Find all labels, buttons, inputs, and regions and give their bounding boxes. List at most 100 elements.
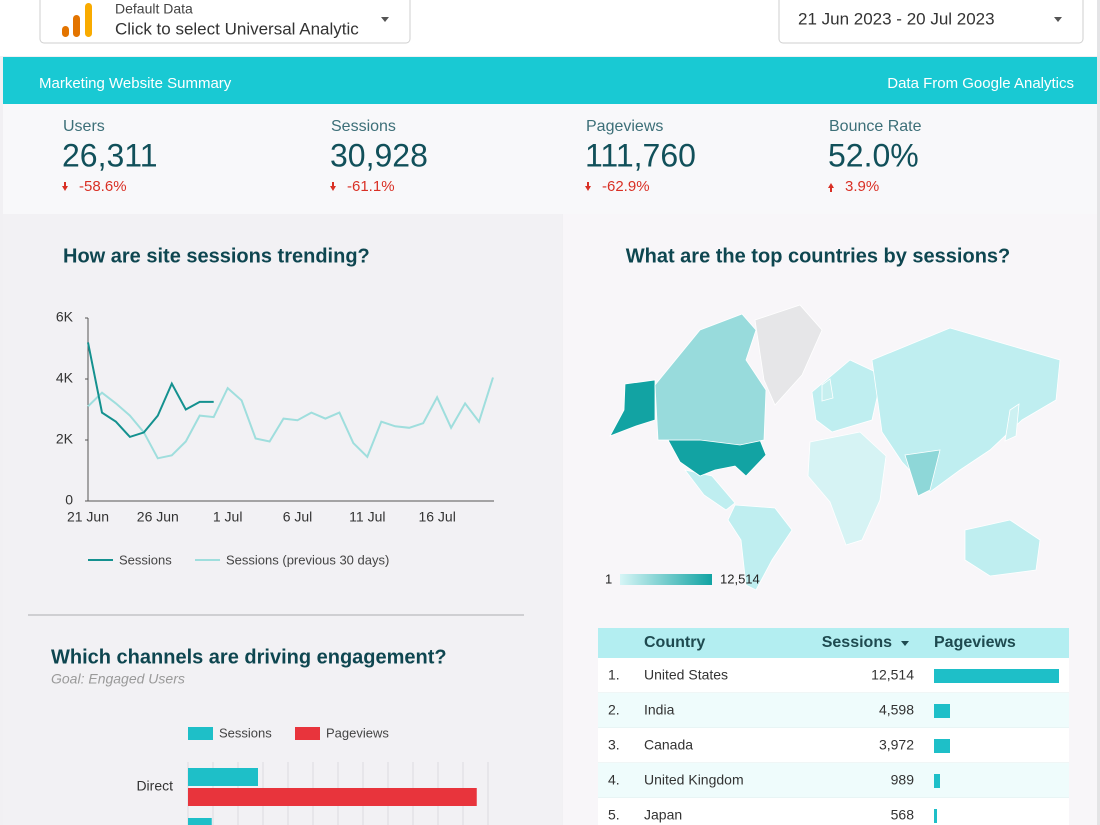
line xyxy=(87,342,214,439)
pageviews-bar xyxy=(934,669,1059,683)
banner xyxy=(3,57,1097,104)
color-scale xyxy=(620,574,712,585)
kpi-label: Sessions xyxy=(331,118,396,135)
land xyxy=(964,519,1041,577)
bar xyxy=(188,768,258,786)
legend-swatch xyxy=(295,727,320,740)
dropdown-caret xyxy=(1054,17,1062,22)
banner-title: Marketing Website Summary xyxy=(39,75,232,92)
y-tick-label: 2K xyxy=(56,431,74,447)
sessions: 12,514 xyxy=(871,667,914,683)
country xyxy=(609,379,656,437)
country: India xyxy=(644,702,675,718)
kpi-arrow xyxy=(330,182,336,191)
land xyxy=(811,359,883,433)
pageviews-bar xyxy=(934,704,950,718)
kpi-value: 52.0% xyxy=(828,137,919,173)
y-tick-label: Direct xyxy=(136,778,173,794)
map-regions xyxy=(609,313,1020,497)
rank: 5. xyxy=(608,807,620,823)
country xyxy=(904,449,941,497)
country: Canada xyxy=(644,737,693,753)
x-tick-label: 11 Jul xyxy=(349,509,385,525)
rank: 1. xyxy=(608,667,620,683)
column-header[interactable]: Country xyxy=(644,634,705,651)
scale-min: 1 xyxy=(605,571,612,586)
kpi-panel xyxy=(3,104,1097,214)
dropdown-caret xyxy=(381,17,389,22)
chart-title: How are site sessions trending? xyxy=(63,245,370,267)
kpi-arrow xyxy=(828,183,834,192)
chart-title: What are the top countries by sessions? xyxy=(626,245,1011,267)
legend-label: Sessions xyxy=(119,552,172,567)
kpi-value: 111,760 xyxy=(585,137,696,173)
kpi-arrow xyxy=(585,182,591,191)
kpi-change: -61.1% xyxy=(347,178,395,195)
country: United States xyxy=(644,667,728,683)
data-source-selector[interactable] xyxy=(39,0,411,44)
column-header[interactable]: Sessions xyxy=(822,634,892,651)
date-range-selector[interactable] xyxy=(778,0,1084,44)
country xyxy=(1004,403,1020,442)
legend-label: Pageviews xyxy=(326,725,389,740)
data-source-prompt[interactable]: Click to select Universal Analytic xyxy=(115,19,359,38)
rank: 2. xyxy=(608,702,620,718)
table-row xyxy=(598,763,1069,798)
table-row xyxy=(598,693,1069,728)
y-tick-label: 6K xyxy=(56,309,74,325)
kpi-label: Users xyxy=(63,118,105,135)
country xyxy=(667,439,767,477)
sessions: 989 xyxy=(891,772,915,788)
kpi-change: -62.9% xyxy=(602,178,650,195)
kpi-change: -58.6% xyxy=(79,178,127,195)
logo xyxy=(62,26,69,37)
line xyxy=(87,377,494,460)
country: United Kingdom xyxy=(644,772,744,788)
legend-label: Sessions (previous 30 days) xyxy=(226,552,389,567)
kpi-value: 30,928 xyxy=(330,137,428,173)
sessions: 3,972 xyxy=(879,737,914,753)
date-range[interactable]: 21 Jun 2023 - 20 Jul 2023 xyxy=(798,9,995,28)
y-tick-label: 0 xyxy=(65,492,73,508)
kpi-change: 3.9% xyxy=(845,178,879,195)
banner-source: Data From Google Analytics xyxy=(887,75,1074,92)
left-panel xyxy=(3,214,562,825)
pageviews-bar xyxy=(934,774,940,788)
bar xyxy=(188,818,212,825)
rank: 4. xyxy=(608,772,620,788)
scale-max: 12,514 xyxy=(720,571,760,586)
kpi-value: 26,311 xyxy=(62,137,158,173)
country: Japan xyxy=(644,807,682,823)
sort-indicator xyxy=(901,641,909,646)
country xyxy=(821,378,834,402)
land xyxy=(684,469,736,511)
x-tick-label: 6 Jul xyxy=(283,509,313,525)
x-tick-label: 21 Jun xyxy=(67,509,109,525)
land xyxy=(807,431,887,546)
x-tick-label: 16 Jul xyxy=(418,509,455,525)
kpi-label: Bounce Rate xyxy=(829,118,922,135)
logo xyxy=(85,3,92,37)
table-body: 1. United States 12,514 2. India 4,598 3. Canad… xyxy=(598,658,1069,825)
land xyxy=(871,327,1061,493)
column-header[interactable]: Pageviews xyxy=(934,634,1016,651)
chart-title: Which channels are driving engagement? xyxy=(51,646,447,668)
country xyxy=(654,313,767,446)
kpi-label: Pageviews xyxy=(586,118,663,135)
land xyxy=(754,304,823,406)
bar xyxy=(188,788,477,806)
y-tick-label: 4K xyxy=(56,370,74,386)
edge xyxy=(1097,0,1100,825)
table-row xyxy=(598,798,1069,825)
rank: 3. xyxy=(608,737,620,753)
table-row xyxy=(598,728,1069,763)
world-map xyxy=(684,304,1061,591)
x-tick-label: 1 Jul xyxy=(213,509,243,525)
pageviews-bar xyxy=(934,739,950,753)
sessions: 568 xyxy=(891,807,915,823)
logo xyxy=(73,15,80,37)
data-source-label: Default Data xyxy=(115,1,193,17)
kpi-arrow xyxy=(62,182,68,191)
